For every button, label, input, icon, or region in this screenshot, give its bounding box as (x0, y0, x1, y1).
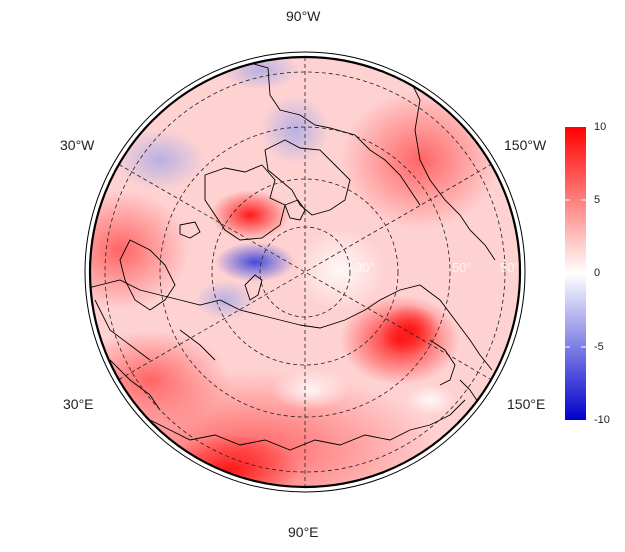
coast-iceland (179, 221, 201, 239)
lon-label-30e: 30°E (63, 396, 94, 412)
map-outer-ring (84, 51, 526, 493)
colorbar-label-0: 0 (594, 267, 601, 279)
coast-alaska (409, 79, 496, 261)
coast-scandinavia (119, 239, 176, 311)
neutral-region-east (405, 385, 455, 415)
coast-greenland (204, 164, 286, 241)
lat-label-2: 50° (452, 260, 472, 275)
coast-novaya-zemlya (244, 274, 263, 301)
neutral-region-arctic (295, 230, 385, 310)
map-boundary (88, 55, 522, 489)
lon-label-30w: 30°W (60, 137, 95, 153)
colorbar-label-5: 5 (594, 194, 601, 206)
coast-svalbard (284, 199, 306, 221)
coast-asia-south (149, 399, 466, 451)
lon-label-150w: 150°W (504, 137, 547, 153)
coast-siberia (299, 284, 493, 371)
warm-region-south (160, 435, 300, 487)
warm-core-siberia (380, 305, 440, 355)
lat-label-3: 50° (500, 260, 520, 275)
lon-label-90e: 90°E (288, 524, 319, 540)
lat-circle-50 (104, 71, 506, 473)
coast-kamchatka (429, 339, 456, 386)
colorbar (565, 127, 586, 420)
lon-label-150e: 150°E (507, 396, 546, 412)
colorbar-label-10: 10 (594, 121, 607, 133)
colorbar-label-neg5: -5 (594, 341, 604, 353)
lat-label-1: 30° (355, 260, 375, 275)
colorbar-label-neg10: -10 (594, 414, 610, 426)
cold-region-northwest (115, 130, 205, 190)
cold-region-kara (195, 280, 255, 320)
meridian-30w-150e (118, 164, 492, 380)
graticule (104, 57, 506, 487)
warm-region-greenland (210, 190, 290, 240)
latitude-labels: 30° 50° 50° (355, 260, 520, 275)
lon-label-90w: 90°W (286, 8, 321, 24)
colorbar-ticks (565, 199, 586, 348)
colorbar-ramp (565, 127, 586, 420)
anomaly-field (90, 57, 520, 487)
coast-europe (90, 279, 301, 326)
neutral-region-central (270, 370, 350, 410)
warm-region-europe (90, 330, 230, 430)
warm-region-atlantic (90, 190, 190, 310)
meridian-30e-150w (118, 164, 492, 380)
coast-europe-borders (94, 299, 216, 411)
cold-region-canada (260, 95, 330, 165)
cold-region-barents (215, 242, 295, 282)
